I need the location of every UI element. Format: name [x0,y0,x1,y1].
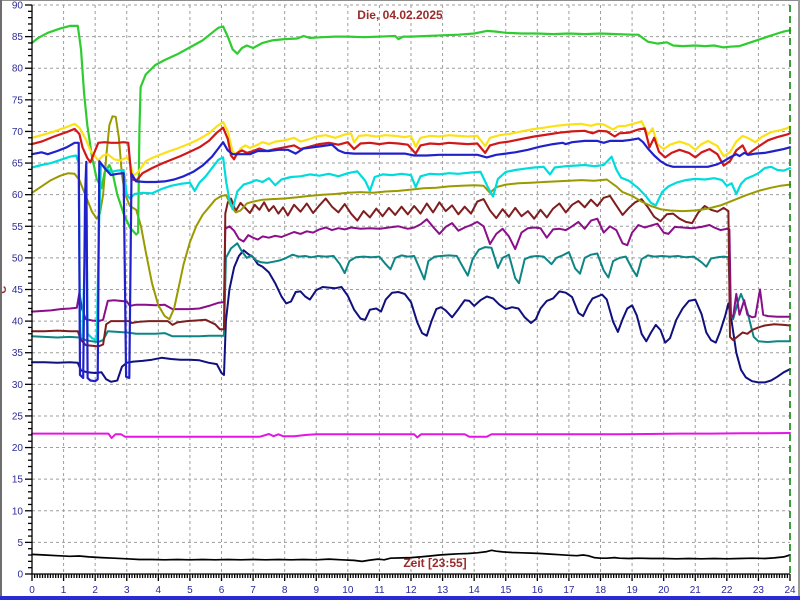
y-tick-label: 65 [12,159,24,170]
series-olive-line [31,115,791,321]
x-tick-label: 14 [469,585,481,596]
y-tick-label: 85 [12,32,24,43]
series-magenta-line [31,432,791,440]
y-tick-label: 0 [17,570,23,581]
x-tick-label: 17 [563,585,575,596]
x-tick-label: 4 [156,585,162,596]
y-tick-label: 45 [12,285,24,296]
x-tick-label: 23 [753,585,765,596]
x-tick-label: 12 [405,585,417,596]
series-dark-red-line [31,194,791,348]
y-tick-label: 90 [12,1,24,12]
series-yellow-line [30,120,792,177]
x-tick-label: 19 [627,585,639,596]
y-tick-label: 35 [12,348,24,359]
x-tick-label: 13 [437,585,449,596]
y-tick-label: 10 [12,506,24,517]
x-tick-label: 9 [313,585,319,596]
window-bottom-edge [0,596,800,600]
window-left-edge [0,0,2,600]
x-tick-label: 16 [532,585,544,596]
x-tick-label: 3 [124,585,130,596]
y-tick-label: 15 [12,475,24,486]
y-tick-label: 60 [12,190,24,201]
x-tick-label: 2 [92,585,98,596]
x-tick-label: 20 [658,585,670,596]
y-tick-label: 5 [17,538,23,549]
axes [25,4,791,581]
series-blue-line [30,137,792,383]
y-tick-label: 25 [12,411,24,422]
window-top-edge [0,0,800,1]
x-tick-label: 22 [721,585,733,596]
y-tick-label: 40 [12,317,24,328]
y-tick-label: 75 [12,95,24,106]
chart-title: Die, 04.02.2025 [357,8,443,22]
x-tick-label: 24 [784,585,796,596]
window-right-edge [798,0,800,600]
x-axis-label: Zeit [23:55] [403,556,467,570]
y-tick-label: 70 [12,127,24,138]
x-tick-label: 10 [342,585,354,596]
y-tick-label: 30 [12,380,24,391]
x-tick-label: 11 [374,585,385,596]
y-tick-label: 80 [12,64,24,75]
x-tick-label: 8 [282,585,288,596]
series-cyan-line [30,154,792,342]
x-tick-label: 6 [219,585,225,596]
series-navy-line [31,249,791,384]
x-tick-label: 18 [595,585,607,596]
x-tick-label: 1 [61,585,67,596]
series-purple-line [31,217,791,323]
x-tick-label: 21 [690,585,702,596]
y-tick-label: 20 [12,443,24,454]
x-tick-label: 7 [250,585,256,596]
y-tick-label: 55 [12,222,24,233]
x-tick-label: 15 [500,585,512,596]
x-tick-label: 0 [29,585,35,596]
y-tick-label: 50 [12,253,24,264]
series-teal-line [31,242,791,343]
grid-lines [32,4,790,574]
x-tick-label: 5 [187,585,193,596]
series-black-line [31,549,791,563]
